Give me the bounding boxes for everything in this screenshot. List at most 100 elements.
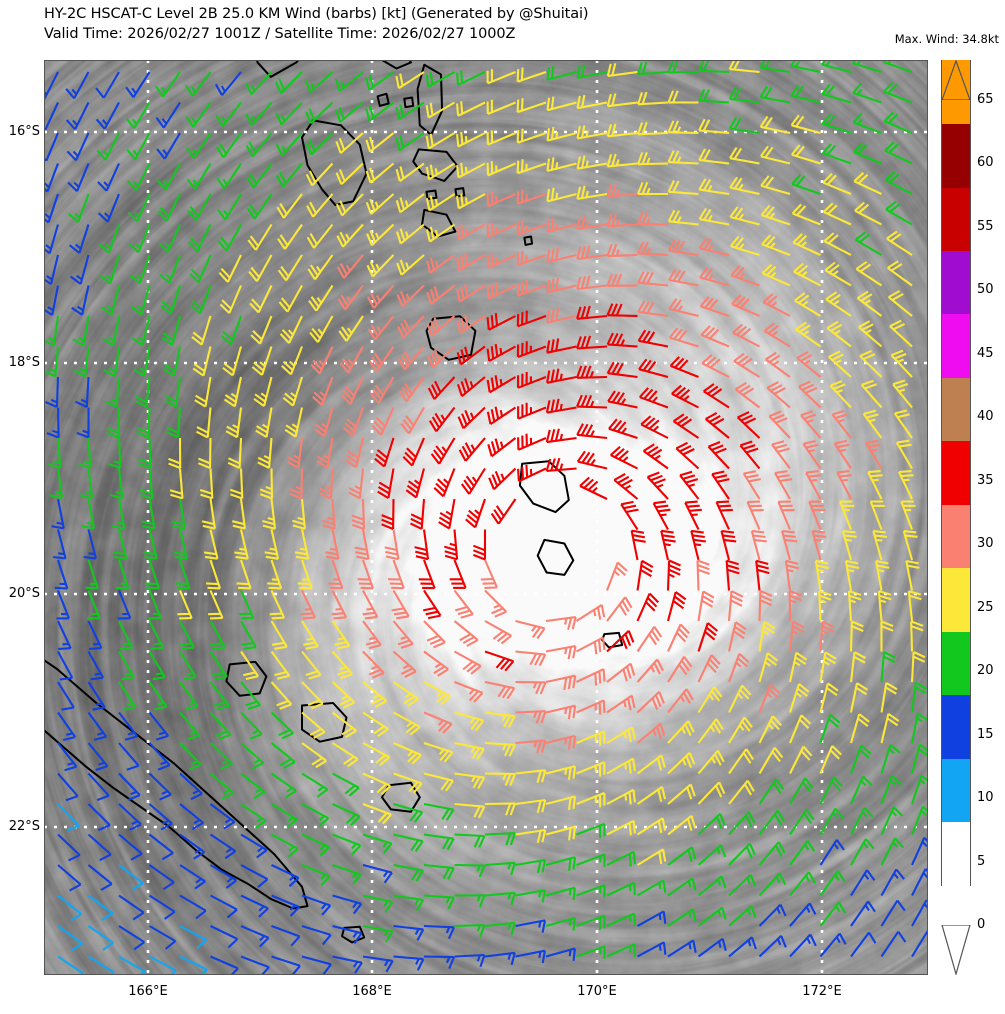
wind-barb	[305, 132, 334, 156]
wind-barb	[825, 291, 852, 317]
wind-barb	[637, 152, 669, 166]
coastline-polygon	[256, 60, 300, 78]
wind-barb	[189, 254, 212, 284]
wind-barb	[606, 662, 636, 683]
wind-barb	[729, 176, 760, 196]
wind-barb	[391, 589, 410, 620]
wind-barb	[636, 559, 654, 591]
wind-barb	[223, 376, 243, 408]
wind-barb	[728, 748, 754, 775]
wind-barb	[179, 742, 202, 771]
wind-barb	[576, 761, 606, 777]
wind-barb	[46, 407, 60, 439]
map-plot-area[interactable]	[44, 60, 928, 975]
wind-barb	[179, 894, 207, 920]
wind-barb	[696, 559, 710, 591]
wind-barb	[847, 590, 862, 622]
wind-barb	[362, 681, 387, 708]
wind-barb	[308, 284, 334, 312]
wind-barb	[575, 604, 606, 622]
wind-barb	[910, 743, 928, 774]
wind-barb	[44, 224, 60, 255]
wind-barb	[44, 102, 59, 131]
wind-barb	[388, 559, 405, 590]
wind-barb	[910, 620, 924, 652]
wind-barb	[301, 803, 330, 828]
wind-barb	[69, 254, 90, 285]
wind-barb	[849, 682, 869, 713]
wind-barb	[546, 126, 577, 142]
wind-barb	[128, 224, 151, 254]
lat-tick-3: 22°S	[8, 819, 40, 834]
wind-barb	[515, 739, 547, 754]
wind-barb	[428, 406, 456, 433]
wind-barb	[148, 894, 176, 920]
wind-barb	[789, 777, 814, 805]
wind-barb	[44, 285, 60, 316]
wind-barb	[118, 681, 137, 711]
wind-barb	[155, 101, 181, 129]
wind-barb	[210, 955, 239, 975]
wind-barb	[362, 711, 389, 738]
wind-barb	[808, 500, 826, 530]
wind-barb	[758, 620, 776, 652]
wind-barb	[240, 711, 263, 740]
wind-barb	[736, 411, 761, 439]
wind-barb	[697, 844, 727, 866]
wind-barb	[515, 619, 546, 640]
wind-barb	[100, 285, 121, 316]
wind-barb	[225, 407, 243, 439]
wind-barb	[351, 498, 366, 530]
wind-barb	[697, 686, 723, 714]
wind-barb	[433, 468, 456, 498]
wind-barb	[305, 101, 334, 125]
wind-barb	[454, 711, 485, 732]
wind-barb	[54, 559, 69, 590]
wind-barb	[774, 470, 793, 500]
colorbar-tick-55: 55	[977, 218, 994, 234]
wind-barb	[118, 925, 145, 951]
wind-barb	[697, 906, 727, 927]
wind-barb	[423, 742, 454, 763]
wind-barb	[456, 162, 486, 179]
wind-barb	[791, 203, 821, 226]
wind-barb	[362, 955, 394, 973]
colorbar[interactable]	[941, 59, 971, 977]
wind-barb	[728, 811, 756, 836]
wind-barb	[104, 376, 121, 408]
wind-barb	[169, 468, 184, 500]
wind-barb	[275, 101, 303, 126]
wind-barb	[546, 65, 577, 81]
wind-barb	[636, 658, 664, 683]
wind-barb	[348, 468, 365, 500]
wind-barb	[51, 498, 65, 530]
wind-barb	[393, 924, 425, 941]
wind-barb	[238, 590, 255, 620]
wind-barb	[148, 742, 171, 771]
wind-barb	[636, 910, 667, 927]
wind-barb	[610, 446, 638, 470]
wind-barb	[637, 61, 669, 76]
wind-barb	[191, 315, 212, 346]
wind-barb	[758, 683, 781, 713]
colorbar-band-50-55	[941, 186, 971, 251]
wind-barb	[423, 955, 455, 970]
wind-barb	[307, 254, 334, 281]
wind-barb	[606, 630, 635, 653]
wind-barb	[108, 437, 122, 469]
wind-barb	[486, 161, 516, 177]
wind-barb	[794, 292, 822, 317]
wind-barb	[381, 498, 395, 530]
colorbar-tick-15: 15	[977, 726, 994, 742]
wind-barb	[784, 559, 799, 591]
wind-barb	[792, 233, 821, 256]
coastline-polygon	[381, 781, 421, 813]
wind-barb	[515, 828, 547, 844]
coastline-polygon	[381, 60, 412, 70]
coastline-polygon	[403, 96, 415, 109]
wind-barb	[606, 726, 636, 744]
wind-barb	[911, 868, 928, 896]
wind-barb	[87, 803, 111, 832]
wind-barb	[458, 437, 486, 462]
wind-barb	[369, 376, 395, 404]
